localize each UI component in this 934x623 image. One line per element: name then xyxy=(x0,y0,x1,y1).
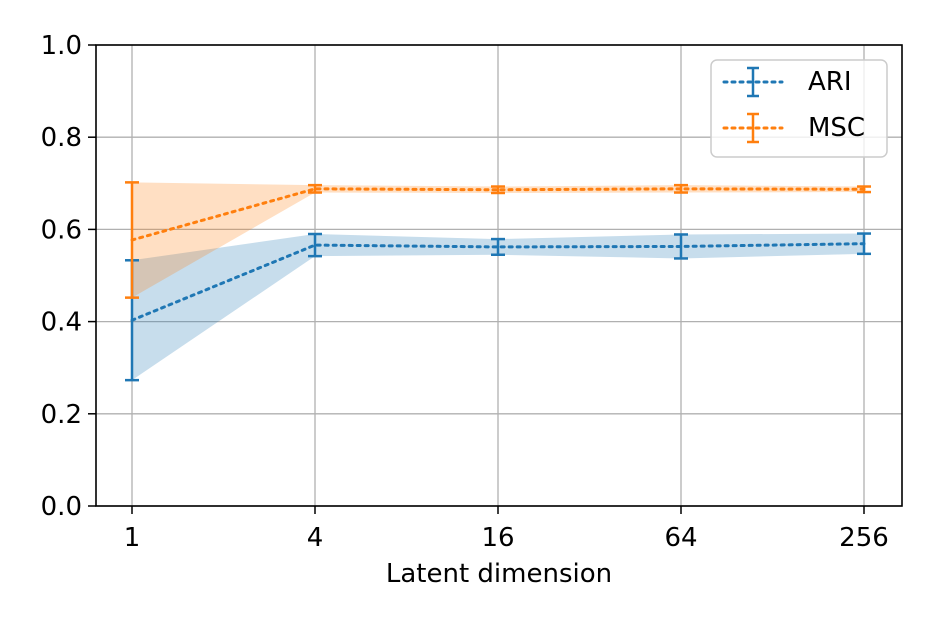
error-bar-ari xyxy=(491,237,505,257)
error-bands xyxy=(132,182,864,381)
error-bars xyxy=(125,181,871,382)
legend-box xyxy=(710,59,888,158)
plot-border xyxy=(95,44,903,507)
legend-entry-msc: MSC xyxy=(722,112,865,144)
series-line-ari xyxy=(130,242,866,322)
error-band-ari xyxy=(132,233,864,381)
error-bar-ari xyxy=(308,232,322,258)
y-tick-label: 0.4 xyxy=(41,308,82,338)
series-line-msc xyxy=(130,187,866,242)
y-tick-label: 0.0 xyxy=(41,492,82,522)
x-tick-label: 4 xyxy=(307,523,324,553)
y-tick-label: 0.2 xyxy=(41,400,82,430)
error-bar-ari xyxy=(674,233,688,260)
legend-label-msc: MSC xyxy=(808,113,865,143)
x-tick-label: 16 xyxy=(481,523,514,553)
legend-label-ari: ARI xyxy=(808,67,852,97)
error-bar-msc xyxy=(674,183,688,194)
error-bar-msc xyxy=(125,181,139,299)
x-tick-label: 256 xyxy=(839,523,889,553)
legend: ARI MSC xyxy=(710,59,888,158)
error-bar-msc xyxy=(491,185,505,195)
series-lines xyxy=(130,187,866,322)
y-tick-label: 1.0 xyxy=(41,31,82,61)
error-bar-msc xyxy=(857,185,871,194)
x-tick-label: 64 xyxy=(664,523,697,553)
error-bar-ari xyxy=(857,232,871,256)
x-axis-label: Latent dimension xyxy=(386,559,612,589)
y-axis-ticks: 0.0 0.2 0.4 0.6 0.8 1.0 xyxy=(41,31,96,522)
error-band-msc xyxy=(132,182,864,298)
y-tick-label: 0.8 xyxy=(41,123,82,153)
x-tick-label: 1 xyxy=(124,523,141,553)
y-tick-label: 0.6 xyxy=(41,215,82,245)
legend-entry-ari: ARI xyxy=(722,66,852,98)
x-axis-ticks: 1 4 16 64 256 xyxy=(124,506,889,553)
error-bar-msc xyxy=(308,183,322,194)
